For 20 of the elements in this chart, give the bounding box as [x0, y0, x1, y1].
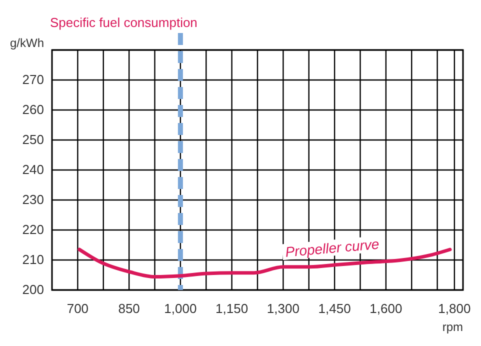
x-tick-label: 1,800	[438, 301, 471, 316]
x-tick-label: 850	[118, 301, 140, 316]
y-axis-title: g/kWh	[10, 36, 44, 50]
x-tick-label: 1,150	[216, 301, 248, 316]
x-tick-label: 700	[66, 301, 89, 316]
x-tick-label: 1,600	[370, 301, 402, 316]
x-tick-label: 1,300	[266, 301, 300, 316]
x-axis-title: rpm	[442, 320, 463, 334]
x-tick-label: 1,450	[318, 301, 351, 316]
series-label: Propeller curve	[284, 236, 380, 260]
x-tick-label: 1,000	[164, 301, 197, 316]
y-tick-label: 260	[22, 102, 44, 118]
y-tick-label: 240	[22, 162, 44, 178]
y-tick-label: 200	[22, 282, 44, 298]
y-tick-label: 210	[22, 252, 44, 268]
y-tick-label: 220	[22, 222, 44, 238]
y-tick-label: 270	[22, 72, 44, 88]
y-tick-label: 250	[22, 132, 44, 148]
chart-title: Specific fuel consumption	[50, 15, 198, 30]
y-tick-label: 230	[22, 192, 44, 208]
